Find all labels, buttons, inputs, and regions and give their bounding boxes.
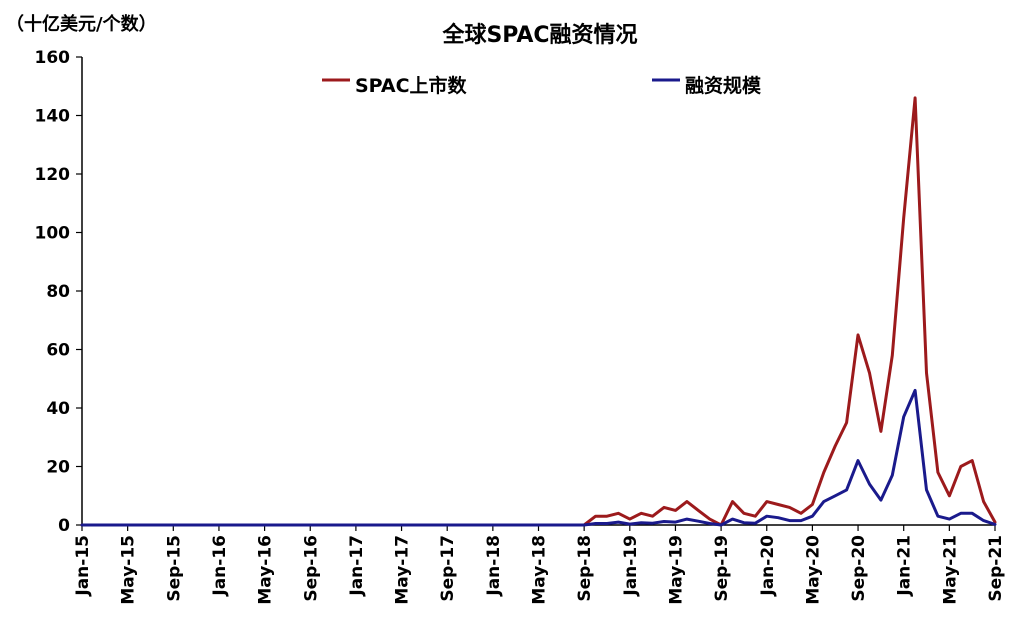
x-tick-label: May-19 bbox=[666, 535, 686, 605]
y-tick-label: 40 bbox=[46, 399, 70, 419]
x-tick-label: Jan-19 bbox=[621, 535, 641, 597]
x-tick-label: May-15 bbox=[119, 535, 139, 605]
x-tick-label: Jan-15 bbox=[73, 535, 93, 597]
series-layer bbox=[80, 96, 997, 527]
x-tick-label: Jan-18 bbox=[484, 535, 504, 597]
x-tick-label: Sep-20 bbox=[849, 535, 869, 602]
x-tick-label: May-21 bbox=[940, 535, 960, 605]
x-tick-label: Sep-16 bbox=[301, 535, 321, 602]
y-tick-label: 120 bbox=[35, 165, 71, 185]
y-tick-label: 60 bbox=[46, 341, 70, 361]
x-tick-label: Sep-21 bbox=[986, 535, 1006, 602]
y-tick-label: 20 bbox=[46, 458, 70, 478]
x-tick-label: May-20 bbox=[803, 535, 823, 605]
x-tick-label: May-16 bbox=[256, 535, 276, 605]
x-tick-label: Jan-16 bbox=[210, 535, 230, 597]
y-unit-label: （十亿美元/个数） bbox=[6, 13, 157, 35]
y-tick-label: 80 bbox=[46, 282, 70, 302]
legend-label-financing-scale: 融资规模 bbox=[685, 74, 762, 97]
x-tick-label: Sep-17 bbox=[438, 535, 458, 602]
x-tick-label: Sep-19 bbox=[712, 535, 732, 602]
y-tick-label: 140 bbox=[35, 107, 71, 127]
y-tick-label: 0 bbox=[58, 516, 70, 536]
series-financing-scale-line bbox=[80, 388, 997, 527]
x-tick-label: Jan-17 bbox=[347, 535, 367, 597]
x-tick-label: Jan-21 bbox=[895, 535, 915, 597]
axes: 0 20 40 60 80 100 120 140 160 Jan-15 May-15 Sep-15 J… bbox=[35, 48, 1007, 605]
legend-label-spac-count: SPAC上市数 bbox=[355, 74, 468, 97]
x-tick-label: May-18 bbox=[530, 535, 550, 605]
y-tick-label: 160 bbox=[35, 48, 71, 68]
chart-title: 全球SPAC融资情况 bbox=[441, 22, 637, 48]
x-tick-label: Jan-20 bbox=[758, 535, 778, 597]
x-tick-label: May-17 bbox=[393, 535, 413, 605]
x-tick-label: Sep-18 bbox=[575, 535, 595, 602]
y-tick-label: 100 bbox=[35, 224, 71, 244]
legend: SPAC上市数 融资规模 bbox=[322, 74, 762, 97]
x-tick-label: Sep-15 bbox=[164, 535, 184, 602]
